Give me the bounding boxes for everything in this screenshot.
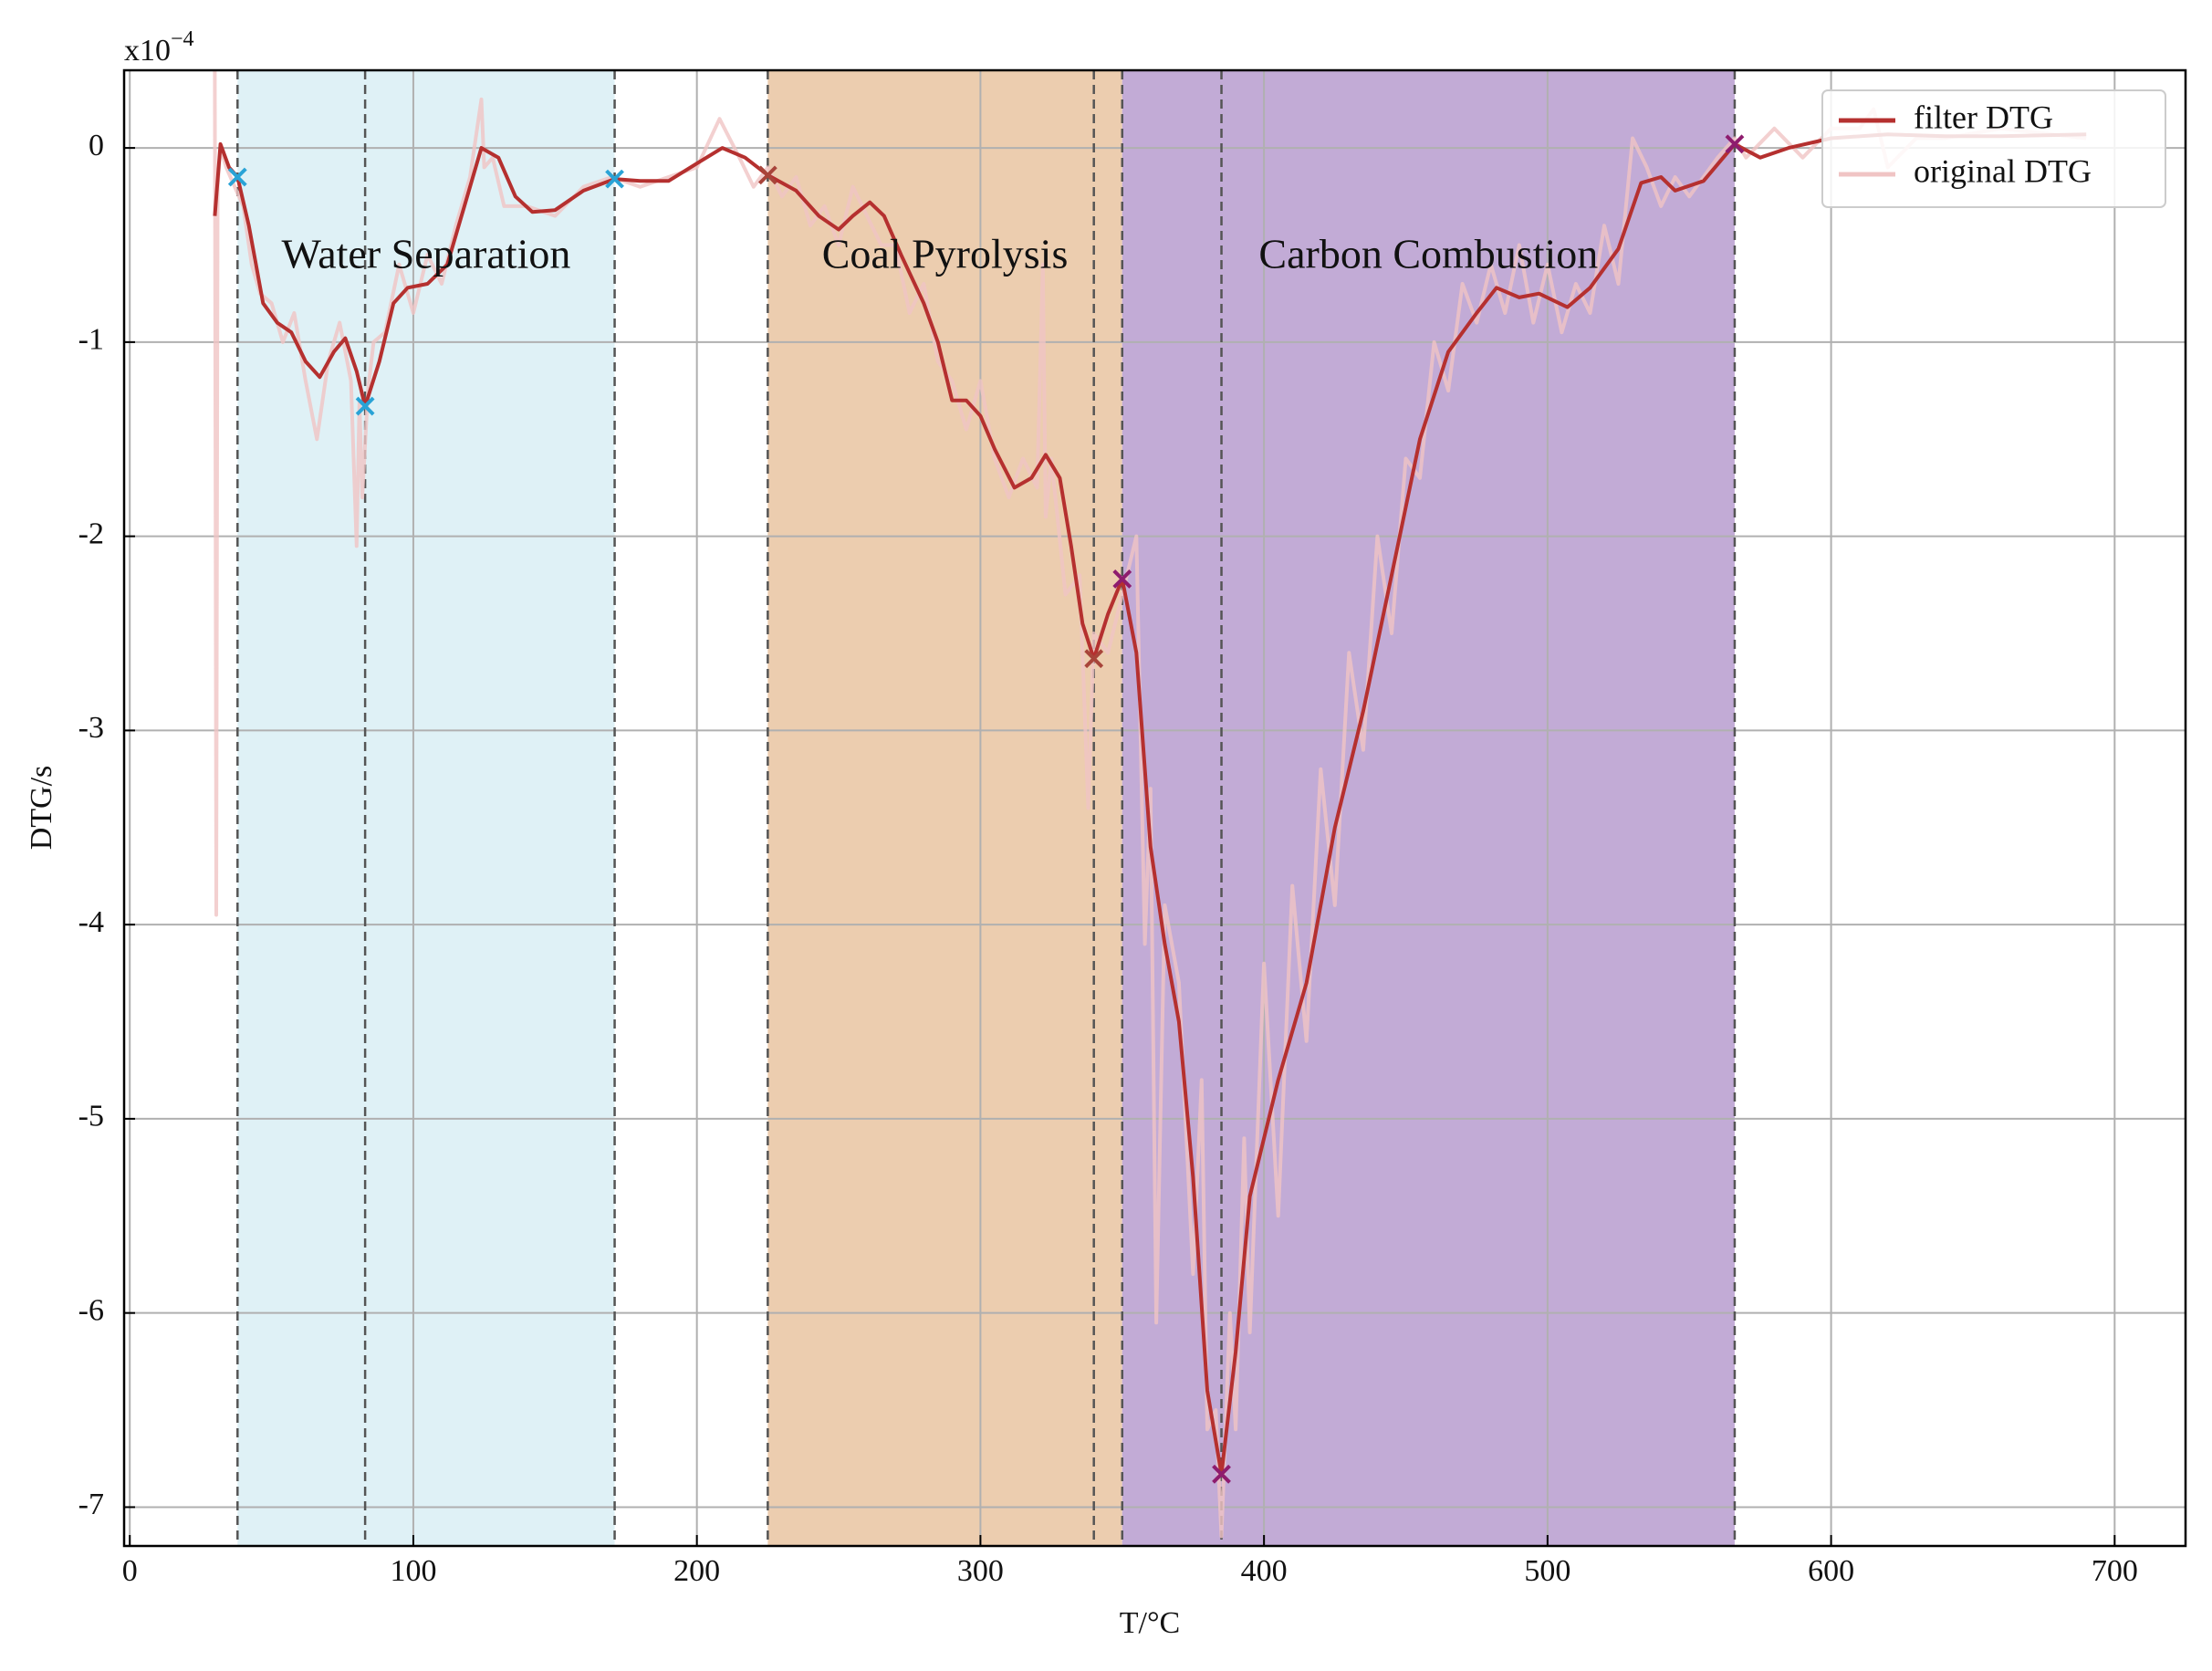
region-label: Carbon Combustion	[1258, 231, 1598, 277]
region-label: Water Separation	[281, 231, 570, 277]
series-line	[213, 69, 2087, 1539]
peak-marker	[1212, 1464, 1231, 1484]
peak-marker	[355, 396, 375, 416]
y-tick-label: -4	[78, 905, 104, 939]
legend-label: filter DTG	[1914, 99, 2053, 135]
multiplier-exponent: −4	[171, 27, 194, 51]
region	[767, 70, 1122, 1546]
overlay: 0 100 200 300 400 500 600 700 0 -1 -2 -3 -4 -5 -6 -7 Wat…	[78, 68, 2187, 1588]
y-tick-label: -7	[78, 1488, 104, 1521]
region	[1122, 70, 1735, 1546]
x-axis-label: T/°C	[1120, 1606, 1181, 1640]
y-tick-label: -5	[78, 1100, 104, 1133]
x-tick-label: 100	[390, 1554, 436, 1588]
x-tick-label: 600	[1808, 1554, 1854, 1588]
y-tick-label: 0	[89, 129, 104, 162]
peak-marker	[1112, 569, 1132, 589]
peak-marker	[1084, 649, 1104, 669]
x-tick-label: 0	[122, 1554, 138, 1588]
series-line	[213, 132, 2087, 1477]
regions	[124, 70, 2186, 1546]
peak-marker	[1725, 134, 1745, 154]
plot-frame	[122, 68, 2187, 1548]
region	[237, 70, 615, 1546]
multiplier-base: x10	[124, 34, 171, 68]
y-tick-label: -6	[78, 1293, 104, 1327]
y-tick-label: -3	[78, 711, 104, 745]
y-axis-label: DTG/s	[25, 766, 58, 851]
region-label: Coal Pyrolysis	[822, 231, 1069, 277]
y-tick-label: -1	[78, 323, 104, 357]
x-tick-label: 700	[2092, 1554, 2138, 1588]
peak-marker	[757, 165, 777, 185]
x-tick-label: 200	[673, 1554, 720, 1588]
peak-marker	[227, 167, 247, 187]
legend-label: original DTG	[1914, 152, 2092, 189]
x-tick-label: 500	[1524, 1554, 1570, 1588]
y-multiplier: x10−4	[124, 27, 194, 68]
peak-marker	[605, 169, 624, 189]
legend-box	[1821, 89, 2166, 208]
y-tick-label: -2	[78, 517, 104, 550]
x-tick-label: 400	[1241, 1554, 1288, 1588]
lines	[213, 69, 2087, 1539]
x-tick-label: 300	[957, 1554, 1004, 1588]
